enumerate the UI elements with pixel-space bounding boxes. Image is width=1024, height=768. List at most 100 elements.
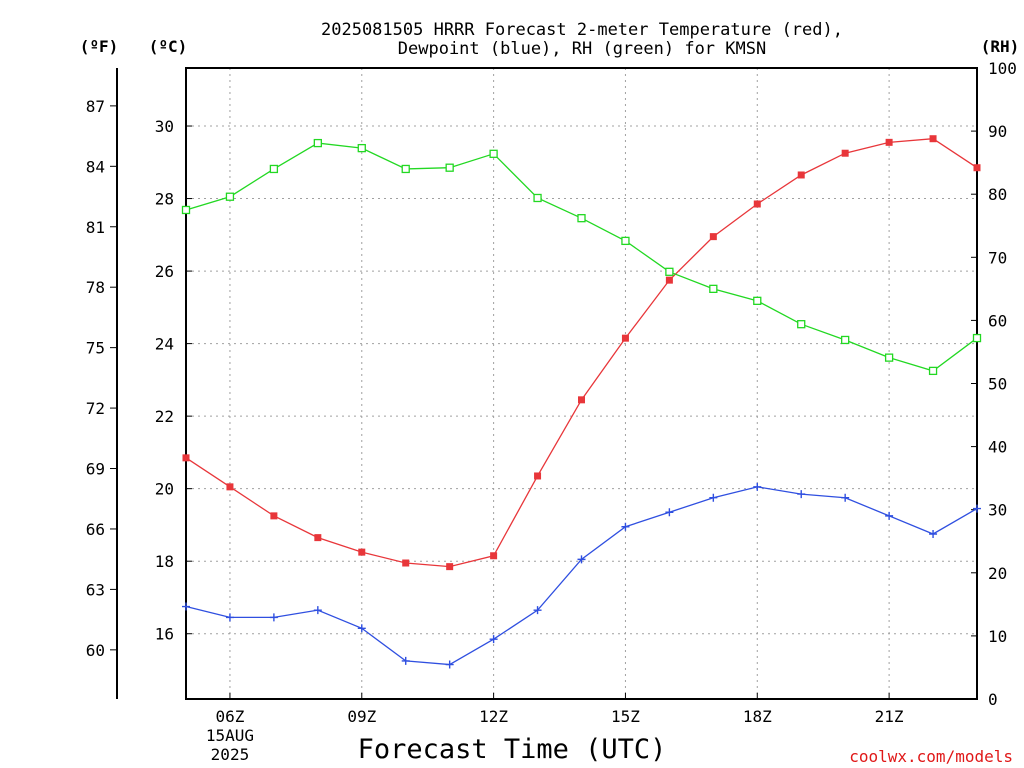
rh-point — [269, 164, 279, 174]
rh-point — [577, 214, 586, 223]
rh-point — [533, 193, 542, 203]
rh-point — [357, 143, 366, 153]
temperature-point — [841, 149, 849, 157]
celsius-tick-label: 22 — [155, 407, 174, 426]
rh-unit-label: (RH) — [981, 37, 1020, 56]
celsius-unit-label: (ºC) — [149, 37, 188, 56]
rh-point — [181, 205, 191, 215]
dewpoint-point — [885, 511, 894, 520]
temperature-point — [358, 548, 366, 556]
fahrenheit-tick-label: 72 — [86, 399, 105, 418]
rh-tick-label: 100 — [988, 59, 1017, 78]
temperature-point — [973, 164, 981, 172]
rh-point — [665, 267, 674, 276]
time-tick-label: 12Z — [479, 707, 508, 726]
rh-tick-label: 60 — [988, 311, 1007, 330]
rh-point — [621, 236, 630, 246]
dewpoint-point — [445, 660, 454, 669]
dewpoint-point — [753, 482, 762, 491]
rh-point — [401, 164, 410, 174]
temperature-point — [797, 171, 805, 179]
rh-point — [313, 138, 322, 148]
dewpoint-point — [182, 602, 190, 611]
fahrenheit-tick-label: 81 — [86, 218, 105, 237]
dewpoint-point — [533, 606, 542, 615]
temperature-point — [402, 559, 410, 567]
time-tick-label: 15Z — [611, 707, 640, 726]
plot-frame — [185, 67, 978, 700]
celsius-tick-label: 16 — [155, 625, 174, 644]
rh-line — [185, 142, 978, 372]
fahrenheit-tick-label: 60 — [86, 641, 105, 660]
time-tick-label: 06Z — [215, 707, 244, 726]
fahrenheit-unit-label: (ºF) — [80, 37, 119, 56]
axes-labels: 16 18 20 22 24 26 28 30 60 63 66 69 72 75 78 81 84 87 0 10 2… — [86, 59, 1017, 764]
temperature-point — [270, 512, 278, 520]
fahrenheit-tick-label: 78 — [86, 278, 105, 297]
dewpoint-point — [973, 504, 981, 513]
temperature-point — [753, 200, 761, 208]
rh-tick-label: 30 — [988, 501, 1007, 520]
time-tick-label: 09Z — [347, 707, 376, 726]
temperature-point — [490, 552, 498, 560]
celsius-tick-label: 26 — [155, 262, 174, 281]
rh-tick-label: 10 — [988, 627, 1007, 646]
rh-point — [709, 284, 718, 294]
celsius-tick-label: 28 — [155, 190, 174, 209]
temperature-point — [226, 483, 234, 491]
time-tick-label: 18Z — [743, 707, 772, 726]
rh-tick-label: 40 — [988, 438, 1007, 457]
fahrenheit-tick-label: 84 — [86, 157, 105, 176]
rh-point — [445, 163, 454, 172]
rh-tick-label: 20 — [988, 564, 1007, 583]
rh-tick-label: 50 — [988, 375, 1007, 394]
dewpoint-point — [841, 493, 850, 502]
dewpoint-point — [401, 656, 410, 665]
dewpoint-point — [269, 613, 278, 622]
chart-title-line1: 2025081505 HRRR Forecast 2-meter Tempera… — [321, 20, 843, 40]
dewpoint-point — [929, 529, 938, 538]
celsius-tick-label: 20 — [155, 480, 174, 499]
celsius-tick-label: 30 — [155, 117, 174, 136]
fahrenheit-tick-label: 87 — [86, 97, 105, 116]
rh-point — [928, 366, 938, 376]
temperature-point — [182, 454, 190, 462]
chart-title-line2: Dewpoint (blue), RH (green) for KMSN — [398, 39, 766, 59]
date-label-line2: 2025 — [211, 745, 250, 764]
rh-tick-label: 0 — [988, 690, 998, 709]
temperature-point — [621, 334, 629, 342]
celsius-tick-label: 18 — [155, 552, 174, 571]
rh-point — [884, 353, 894, 362]
dewpoint-point — [621, 522, 630, 531]
rh-point — [841, 335, 850, 345]
temperature-point — [885, 138, 893, 146]
temperature-point — [534, 472, 542, 480]
rh-point — [225, 192, 235, 201]
rh-point — [753, 296, 762, 305]
rh-tick-label: 90 — [988, 122, 1007, 141]
dewpoint-point — [357, 624, 366, 633]
dewpoint-point — [577, 555, 586, 564]
rh-tick-label: 80 — [988, 185, 1007, 204]
rh-point — [489, 149, 498, 158]
fahrenheit-tick-label: 63 — [86, 580, 105, 599]
temperature-point — [665, 276, 673, 284]
fahrenheit-tick-label: 66 — [86, 520, 105, 539]
temperature-point — [709, 233, 717, 241]
rh-tick-label: 70 — [988, 248, 1007, 267]
dewpoint-point — [797, 490, 806, 499]
time-tick-label: 21Z — [875, 707, 904, 726]
fahrenheit-tick-label: 69 — [86, 460, 105, 479]
temperature-point — [446, 563, 454, 571]
temperature-line — [185, 138, 978, 568]
temperature-point — [314, 534, 322, 542]
rh-point — [797, 320, 806, 329]
dewpoint-point — [665, 508, 674, 517]
dewpoint-point — [709, 493, 718, 502]
credit-link[interactable]: coolwx.com/models — [849, 747, 1013, 766]
temperature-point — [578, 396, 585, 404]
dewpoint-point — [313, 606, 322, 615]
rh-point — [972, 333, 982, 343]
series-layer — [181, 135, 982, 669]
